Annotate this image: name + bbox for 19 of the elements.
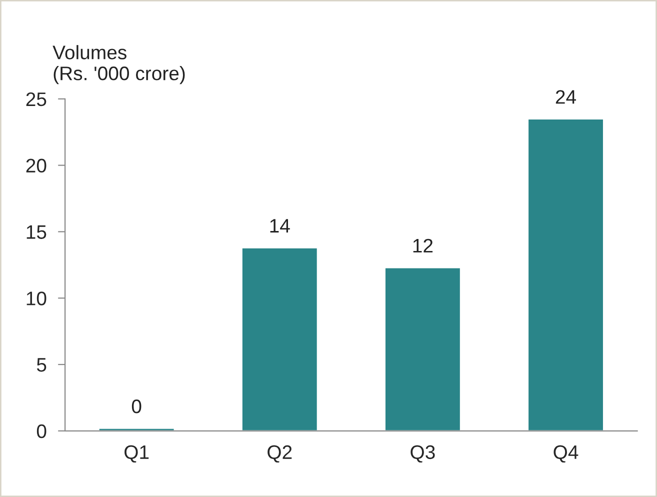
y-tick-label: 15 — [26, 225, 46, 239]
bar — [241, 246, 318, 431]
y-axis-title: Volumes (Rs. '000 crore) — [52, 45, 185, 84]
bar — [527, 118, 604, 431]
y-tick-label: 25 — [26, 92, 46, 106]
y-tick-label: 20 — [26, 158, 46, 173]
data-label: 12 — [413, 238, 433, 252]
x-tick-label: Q2 — [268, 445, 292, 463]
bar — [384, 266, 462, 431]
data-label: 0 — [132, 400, 142, 414]
y-tick-label: 0 — [36, 424, 46, 438]
data-label: 24 — [556, 90, 576, 104]
x-tick-label: Q3 — [410, 445, 435, 463]
x-tick-label: Q4 — [554, 445, 578, 463]
x-tick-label: Q1 — [124, 445, 149, 463]
y-tick-label: 10 — [26, 292, 46, 306]
bar — [98, 428, 176, 431]
y-tick-label: 5 — [36, 358, 46, 372]
data-label: 14 — [270, 219, 290, 232]
